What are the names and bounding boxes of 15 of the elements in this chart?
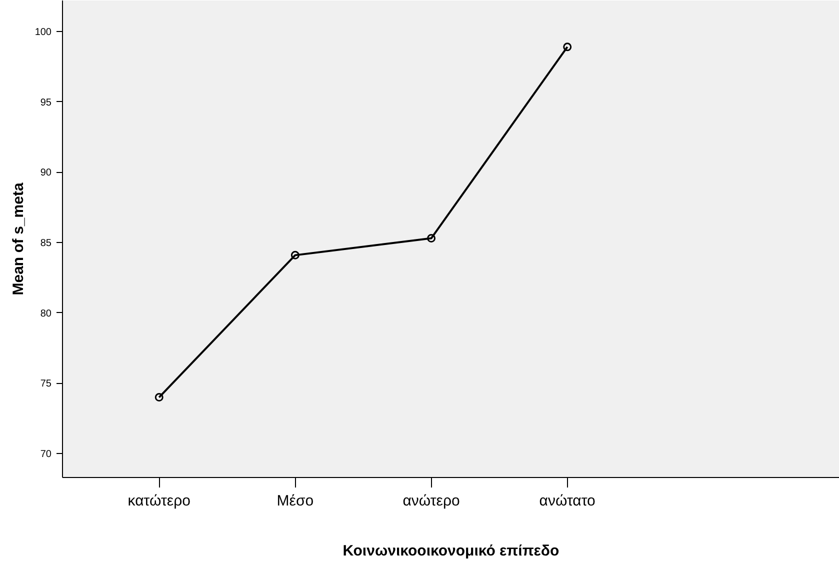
y-tick-label: 85 (40, 238, 52, 250)
x-tick-label: Μέσο (276, 492, 314, 510)
point (427, 234, 436, 243)
x-axis-title: Κοινωνικοοικονομικό επίπεδο (342, 542, 560, 560)
x-tick-label: ανώτατο (539, 492, 596, 510)
y-tick-label: 80 (40, 308, 52, 320)
point (290, 250, 300, 260)
y-axis-title: Mean of s_meta (10, 182, 27, 296)
y-tick-label: 70 (40, 449, 52, 460)
x-tick-label: κατώτερο (128, 492, 190, 510)
y-tick-label: 95 (40, 97, 52, 108)
y-tick-label: 75 (40, 378, 52, 390)
y-tick-label: 100 (34, 26, 52, 38)
x-tick-label: ανώτερο (402, 492, 460, 510)
y-tick-label: 90 (40, 168, 52, 179)
